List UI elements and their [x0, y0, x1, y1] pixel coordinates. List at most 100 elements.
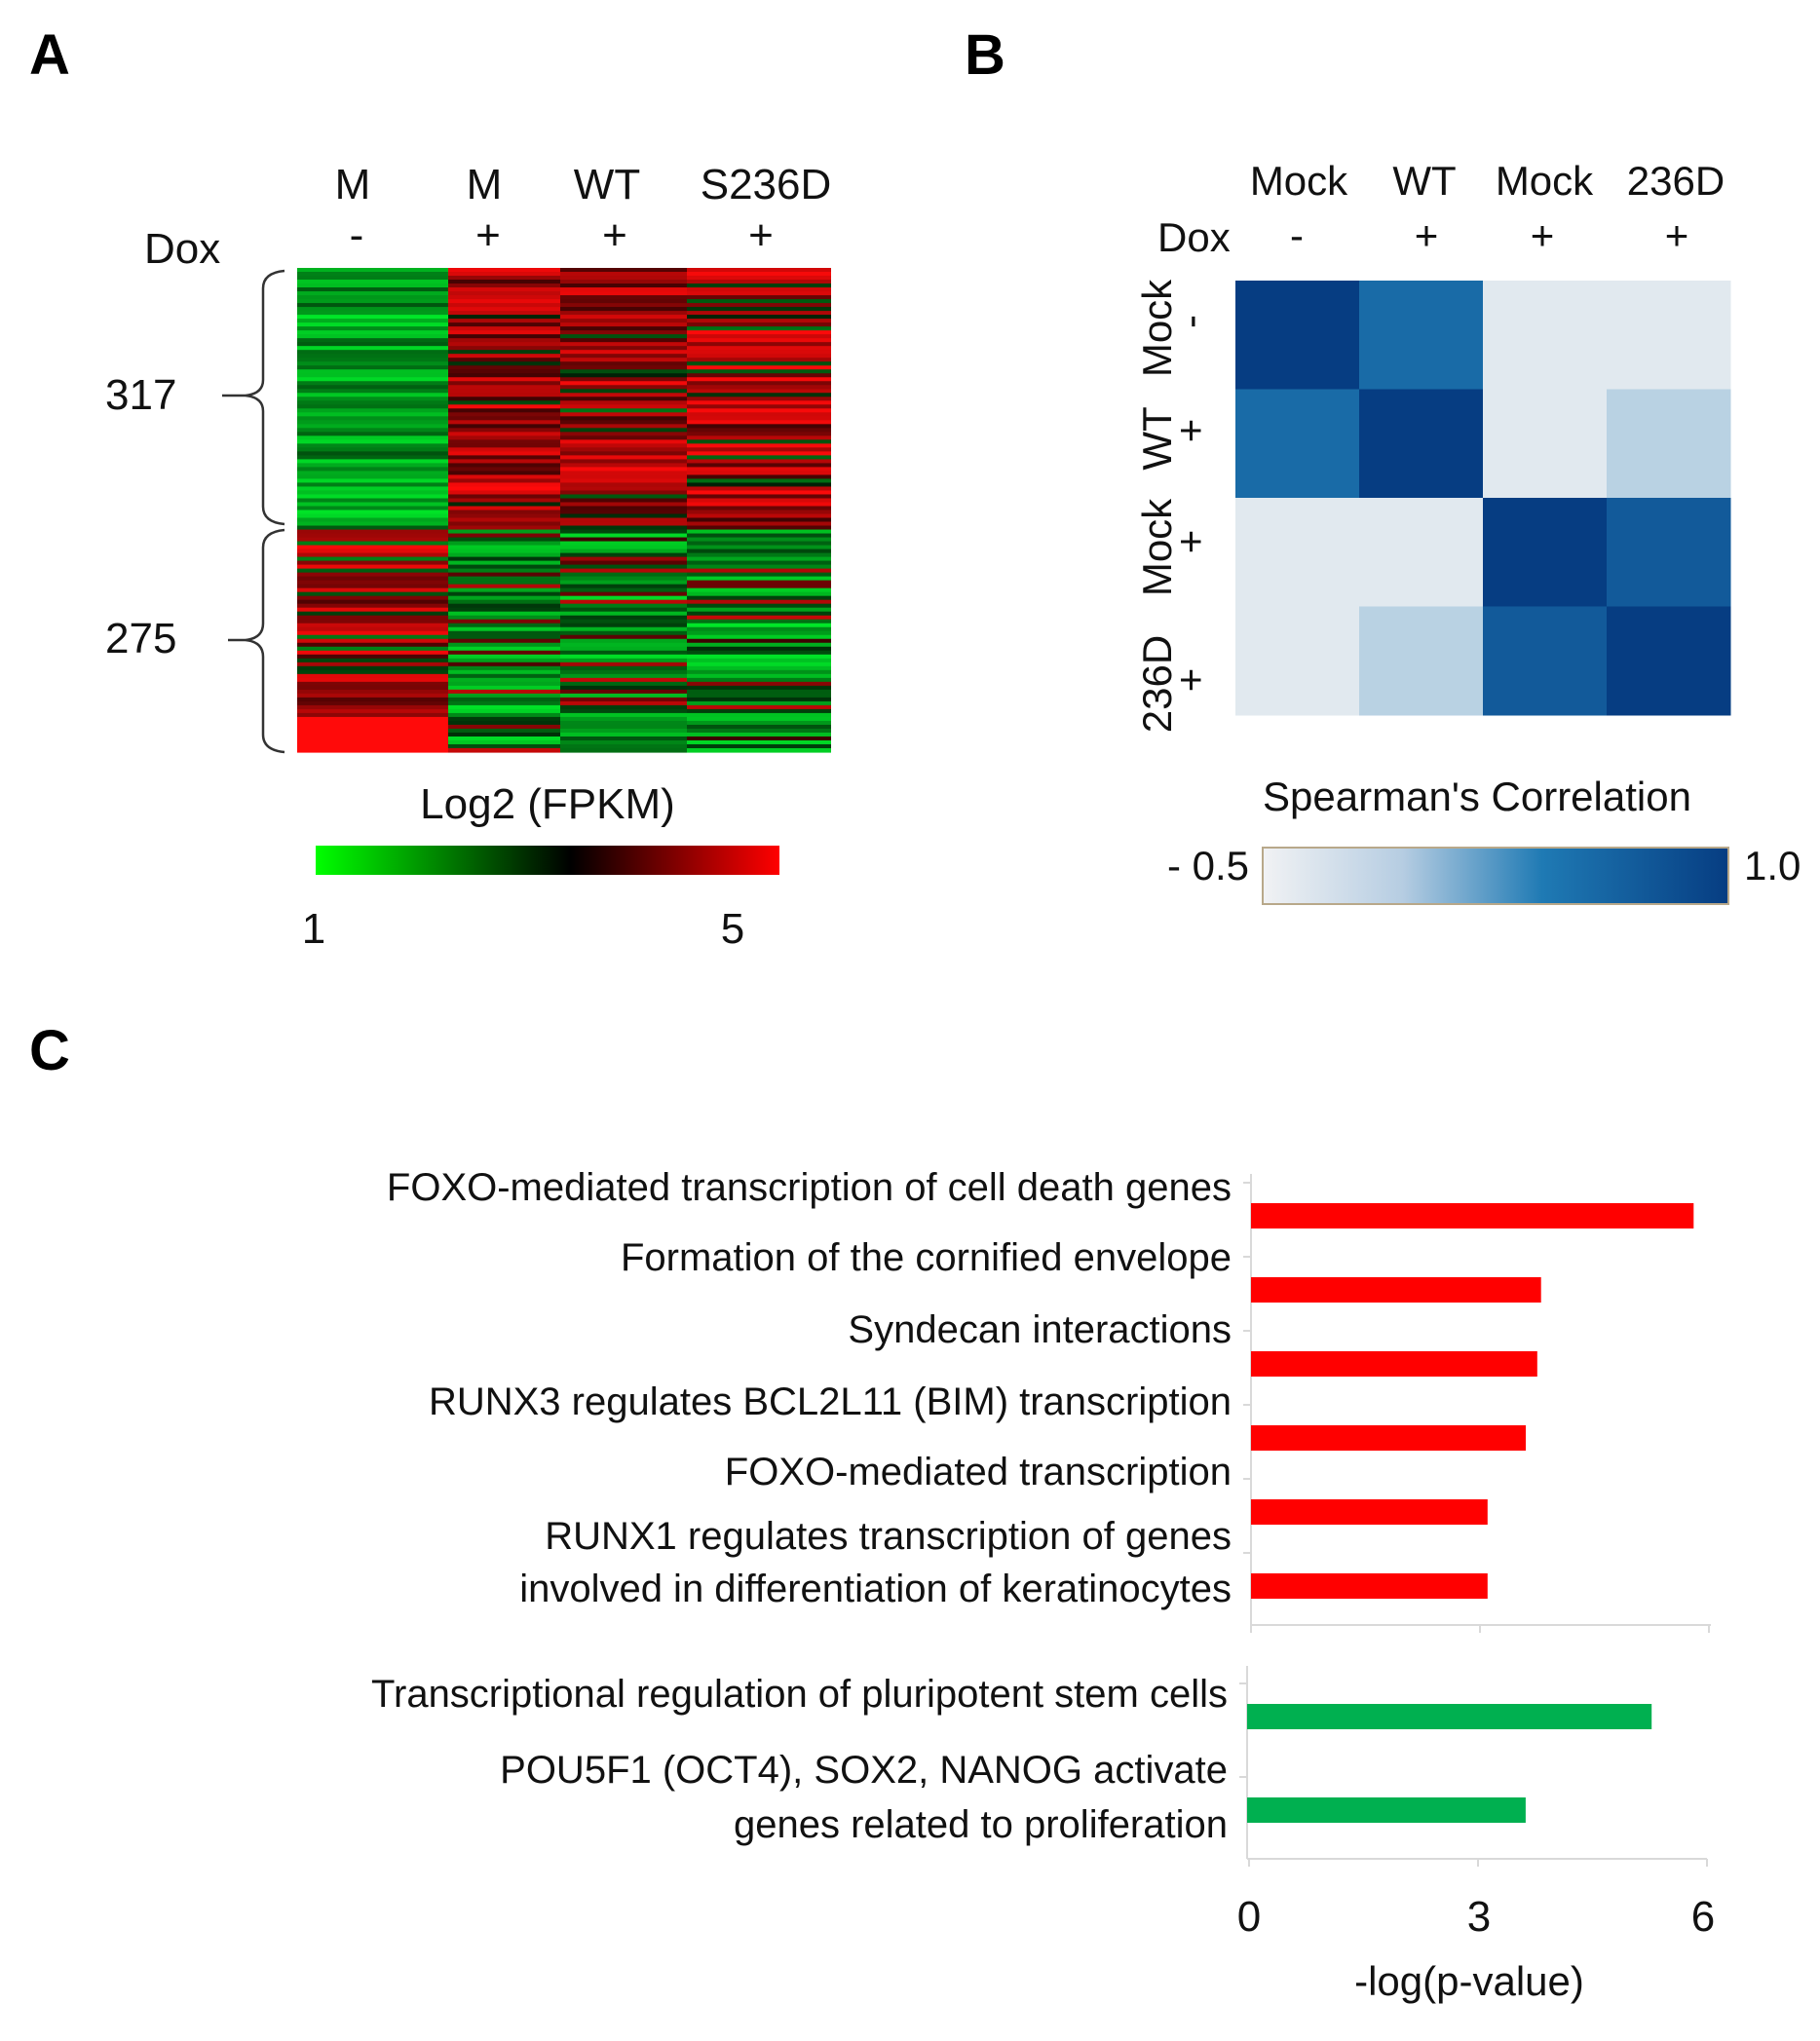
heatmap-a-scale-max: 5	[721, 905, 744, 953]
corr-dox-label: Dox	[1157, 214, 1231, 260]
corr-scale-title: Spearman's Correlation	[1263, 774, 1691, 819]
heatmap-a-cell	[297, 646, 448, 652]
heatmap-a-cell	[687, 732, 831, 737]
correlation-heatmap	[1235, 281, 1731, 716]
heatmap-a-cell	[448, 365, 560, 370]
heatmap-a-cell	[297, 576, 448, 582]
heatmap-a-cell	[448, 358, 560, 362]
heatmap-a-cell	[687, 607, 831, 613]
heatmap-a-cell	[687, 665, 831, 671]
heatmap-a-cell	[297, 552, 448, 558]
heatmap-a-cell	[297, 572, 448, 578]
heatmap-a-cell	[687, 451, 831, 456]
heatmap-a-cell	[687, 268, 831, 273]
cluster-bracket-lower	[245, 528, 285, 754]
heatmap-a-cell	[297, 397, 448, 401]
heatmap-a-cell	[687, 599, 831, 605]
heatmap-a-cell	[448, 626, 560, 632]
heatmap-a-cell	[560, 393, 687, 397]
heatmap-a-cell	[297, 689, 448, 695]
heatmap-a-cell	[560, 517, 687, 523]
heatmap-a-cell	[448, 494, 560, 500]
heatmap-a-cell	[687, 416, 831, 421]
heatmap-a-cell	[448, 373, 560, 378]
heatmap-a-cell	[560, 525, 687, 531]
heatmap-a-cell	[560, 638, 687, 644]
heatmap-a-cell	[448, 533, 560, 539]
heatmap-a-cell	[297, 424, 448, 429]
heatmap-a-cell	[297, 584, 448, 589]
heatmap-a-cell	[560, 665, 687, 671]
heatmap-a-cell	[448, 474, 560, 480]
heatmap-a-cell	[448, 642, 560, 648]
heatmap-a-cell	[560, 319, 687, 323]
heatmap-a-cell	[297, 560, 448, 566]
heatmap-a-cell	[297, 474, 448, 480]
heatmap-a-cell	[560, 743, 687, 749]
heatmap-a-cell	[687, 447, 831, 452]
heatmap-a-cell	[448, 556, 560, 562]
heatmap-a-cell	[297, 381, 448, 386]
heatmap-a-cell	[448, 420, 560, 425]
heatmap-a-cell	[448, 389, 560, 394]
heatmap-a-cell	[687, 482, 831, 488]
heatmap-a-cell	[297, 432, 448, 436]
heatmap-a-cell	[560, 420, 687, 425]
heatmap-a-cell	[687, 669, 831, 675]
panel-label-a: A	[29, 23, 70, 87]
heatmap-a-cell	[687, 689, 831, 695]
heatmap-a-cell	[560, 350, 687, 355]
heatmap-a-cell	[687, 385, 831, 390]
category-label: RUNX1 regulates transcription of genes	[545, 1515, 1232, 1558]
heatmap-a-cell	[560, 268, 687, 273]
heatmap-a-cell	[687, 443, 831, 448]
heatmap-a-cell	[297, 704, 448, 710]
heatmap-a-cell	[297, 747, 448, 753]
heatmap-a-cell	[448, 658, 560, 663]
heatmap-a-cell	[297, 739, 448, 745]
cluster-bracket-upper	[245, 269, 285, 526]
heatmap-a-cell	[448, 517, 560, 523]
heatmap-a-cell	[687, 595, 831, 601]
heatmap-a-cell	[448, 661, 560, 667]
heatmap-a-cell	[687, 677, 831, 683]
heatmap-a-cell	[560, 365, 687, 370]
heatmap-a-cell	[687, 424, 831, 429]
heatmap-a-cell	[560, 587, 687, 593]
heatmap-a-cell	[687, 307, 831, 312]
heatmap-a-cell	[560, 283, 687, 288]
heatmap-a-cell	[687, 638, 831, 644]
heatmap-a-cell	[687, 681, 831, 687]
bar-up-4	[1251, 1425, 1526, 1451]
heatmap-a-cell	[297, 307, 448, 312]
corr-cell-r3-c2	[1359, 498, 1484, 607]
heatmap-a-cell	[560, 510, 687, 515]
heatmap-a-cell	[560, 287, 687, 292]
heatmap-a-cell	[297, 272, 448, 277]
heatmap-a-cell	[448, 607, 560, 613]
heatmap-a-cell	[297, 463, 448, 469]
heatmap-a-cell	[448, 276, 560, 281]
heatmap-a-cell	[560, 424, 687, 429]
heatmap-a-cell	[297, 673, 448, 679]
heatmap-a-cell	[560, 712, 687, 718]
heatmap-a-cell	[448, 319, 560, 323]
heatmap-a-cell	[297, 416, 448, 421]
heatmap-a-cell	[448, 708, 560, 714]
heatmap-a-cell	[687, 467, 831, 472]
heatmap-a-cell	[687, 350, 831, 355]
heatmap-a-cell	[687, 720, 831, 726]
heatmap-a-col-label-1: M	[335, 161, 371, 208]
heatmap-a-cell	[560, 358, 687, 362]
corr-cell-r1-c3	[1483, 281, 1608, 390]
heatmap-a-cell	[448, 490, 560, 496]
heatmap-a-cell	[560, 642, 687, 648]
heatmap-a-cell	[297, 529, 448, 535]
heatmap-a-cell	[560, 315, 687, 320]
corr-cell-r2-c3	[1483, 389, 1608, 499]
heatmap-a-cell	[560, 486, 687, 492]
heatmap-a-cell	[687, 552, 831, 558]
heatmap-a-cell	[560, 299, 687, 304]
heatmap-a-cell	[560, 471, 687, 476]
expression-heatmap	[297, 268, 831, 753]
